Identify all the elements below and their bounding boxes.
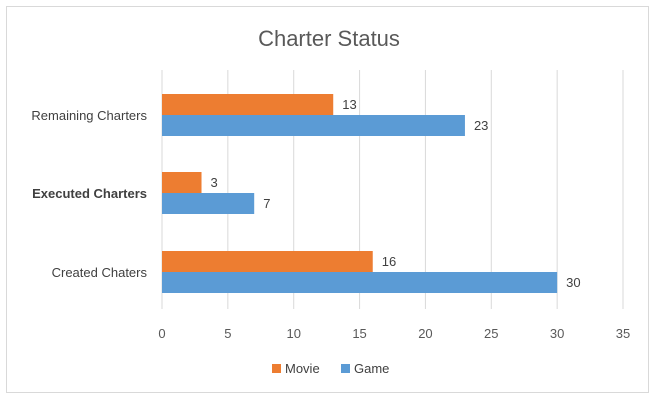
data-labels: 13 23 3 7 16 30 [211,97,581,290]
bar-movie [162,94,334,115]
bar-game [162,115,465,136]
x-tick-label: 25 [484,326,498,341]
chart-title: Charter Status [258,26,400,51]
category-label: Created Chaters [52,265,148,280]
chart-area [6,6,649,393]
bar-movie [162,172,202,193]
category-label: Executed Charters [32,186,147,201]
x-tick-label: 15 [352,326,366,341]
x-axis-ticks: 0 5 10 15 20 25 30 35 [158,326,630,341]
x-tick-label: 20 [418,326,432,341]
legend-swatch-game [341,364,350,373]
data-label: 30 [566,275,580,290]
bars [162,94,558,293]
legend-label: Movie [285,361,320,376]
data-label: 7 [263,196,270,211]
legend: Movie Game [272,361,389,376]
x-tick-label: 10 [286,326,300,341]
x-tick-label: 5 [224,326,231,341]
legend-swatch-movie [272,364,281,373]
data-label: 3 [211,175,218,190]
y-axis-categories: Remaining Charters Executed Charters Creat… [31,108,147,280]
bar-game [162,272,558,293]
legend-label: Game [354,361,389,376]
bar-game [162,193,255,214]
x-tick-label: 30 [550,326,564,341]
data-label: 23 [474,118,488,133]
bar-movie [162,251,373,272]
x-tick-label: 35 [616,326,630,341]
data-label: 13 [342,97,356,112]
data-label: 16 [382,254,396,269]
x-tick-label: 0 [158,326,165,341]
category-label: Remaining Charters [31,108,147,123]
